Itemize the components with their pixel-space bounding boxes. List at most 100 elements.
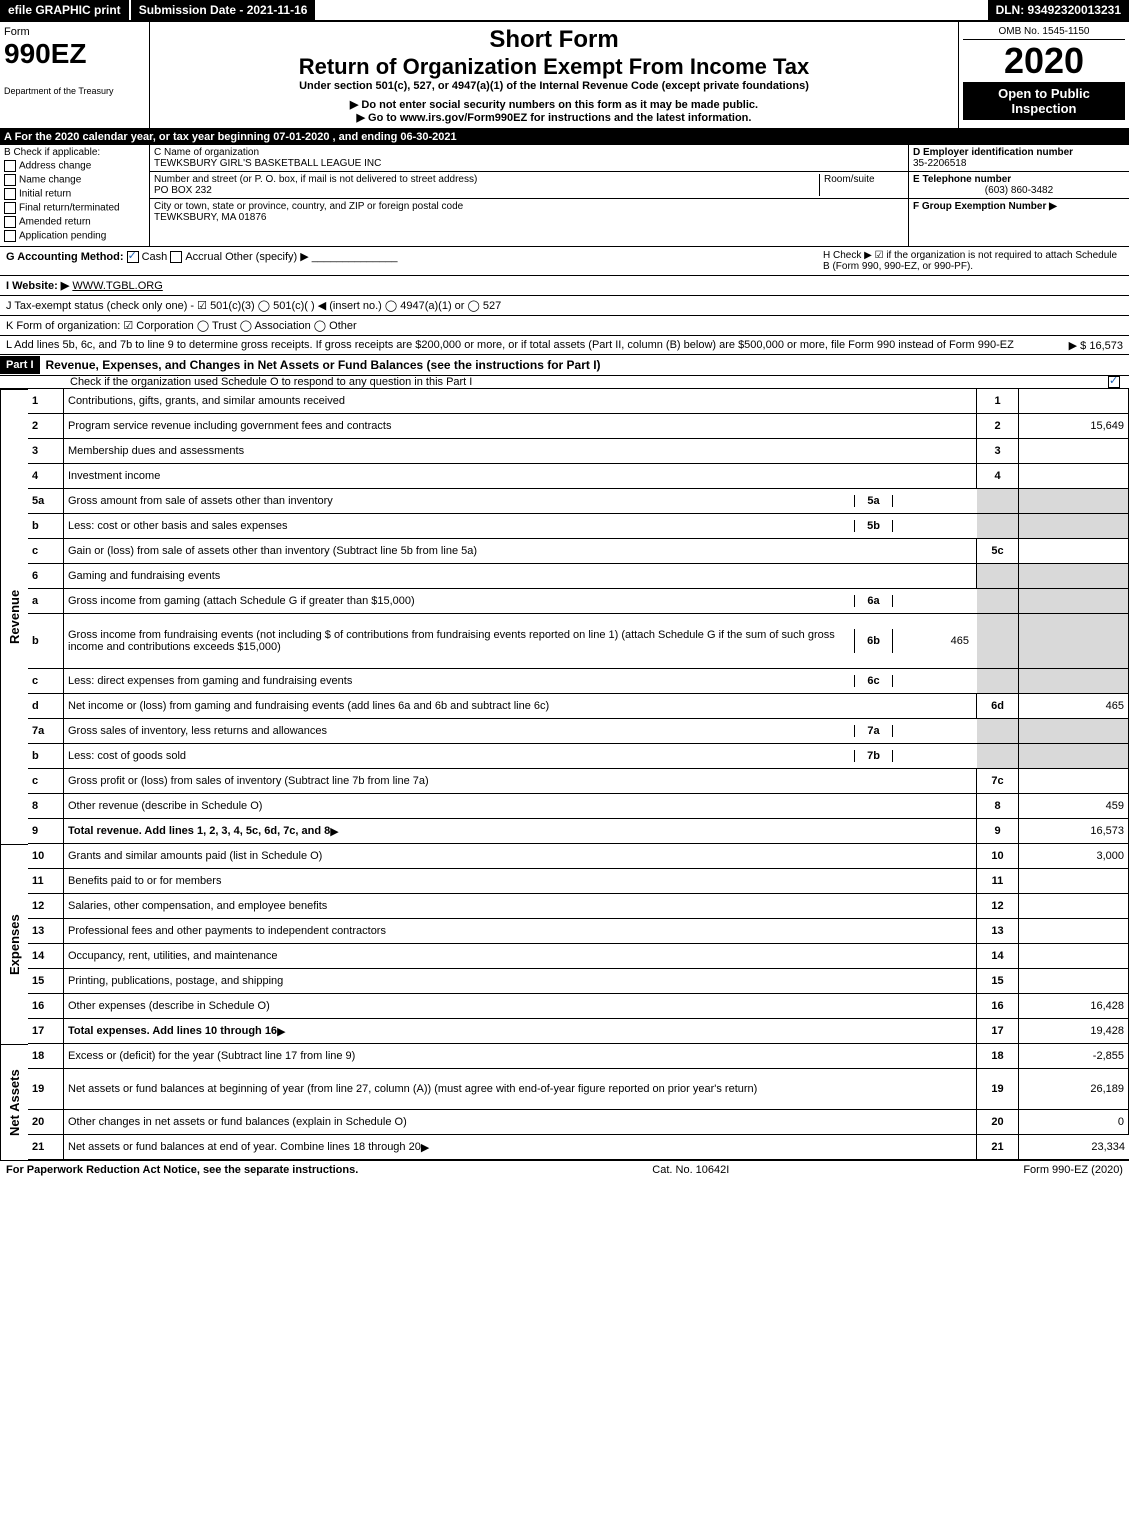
- l5b-desc: Less: cost or other basis and sales expe…: [64, 514, 977, 539]
- l1-val: [1019, 389, 1129, 414]
- footer-center: Cat. No. 10642I: [652, 1164, 729, 1176]
- dept-treasury: Department of the Treasury: [4, 86, 145, 96]
- box-d: D Employer identification number 35-2206…: [909, 145, 1129, 172]
- l13-ref: 13: [977, 919, 1019, 944]
- l7c-num: c: [28, 769, 64, 794]
- form-header: Form 990EZ Department of the Treasury Sh…: [0, 22, 1129, 129]
- l3-val: [1019, 439, 1129, 464]
- gross-receipts: ▶ $ 16,573: [1069, 339, 1123, 352]
- chk-initial-return[interactable]: Initial return: [4, 188, 145, 200]
- header-center: Short Form Return of Organization Exempt…: [150, 22, 959, 128]
- l5a-desc: Gross amount from sale of assets other t…: [64, 489, 977, 514]
- chk-amended-return[interactable]: Amended return: [4, 216, 145, 228]
- period-row: A For the 2020 calendar year, or tax yea…: [0, 129, 1129, 145]
- box-def: D Employer identification number 35-2206…: [909, 145, 1129, 246]
- l10-val: 3,000: [1019, 844, 1129, 869]
- l6b-shade2: [1019, 614, 1129, 669]
- l7a-num: 7a: [28, 719, 64, 744]
- l17-num: 17: [28, 1019, 64, 1044]
- l6c-shade1: [977, 669, 1019, 694]
- l5b-num: b: [28, 514, 64, 539]
- l8-desc: Other revenue (describe in Schedule O): [64, 794, 977, 819]
- submission-date: Submission Date - 2021-11-16: [131, 0, 316, 20]
- l11-ref: 11: [977, 869, 1019, 894]
- l6a-num: a: [28, 589, 64, 614]
- l7c-desc: Gross profit or (loss) from sales of inv…: [64, 769, 977, 794]
- box-b: B Check if applicable: Address change Na…: [0, 145, 150, 246]
- l11-num: 11: [28, 869, 64, 894]
- header-left: Form 990EZ Department of the Treasury: [0, 22, 150, 128]
- l13-val: [1019, 919, 1129, 944]
- l6-desc: Gaming and fundraising events: [64, 564, 977, 589]
- l10-ref: 10: [977, 844, 1019, 869]
- l6a-shade2: [1019, 589, 1129, 614]
- l11-val: [1019, 869, 1129, 894]
- org-city-row: City or town, state or province, country…: [150, 199, 908, 225]
- l12-num: 12: [28, 894, 64, 919]
- city-value: TEWKSBURY, MA 01876: [154, 212, 904, 223]
- l17-val: 19,428: [1019, 1019, 1129, 1044]
- chk-application-pending[interactable]: Application pending: [4, 230, 145, 242]
- website-link[interactable]: WWW.TGBL.ORG: [72, 280, 162, 292]
- ein-label: D Employer identification number: [913, 147, 1125, 158]
- l4-ref: 4: [977, 464, 1019, 489]
- box-f: F Group Exemption Number ▶: [909, 199, 1129, 214]
- part1-check-row: Check if the organization used Schedule …: [0, 376, 1129, 389]
- l7a-shade1: [977, 719, 1019, 744]
- chk-accrual[interactable]: [170, 251, 182, 263]
- efile-print[interactable]: efile GRAPHIC print: [0, 0, 129, 20]
- l7b-desc: Less: cost of goods sold 7b: [64, 744, 977, 769]
- l14-desc: Occupancy, rent, utilities, and maintena…: [64, 944, 977, 969]
- chk-final-return[interactable]: Final return/terminated: [4, 202, 145, 214]
- chk-address-change[interactable]: Address change: [4, 160, 145, 172]
- part1-checkbox[interactable]: [1108, 376, 1129, 388]
- l4-val: [1019, 464, 1129, 489]
- l12-ref: 12: [977, 894, 1019, 919]
- l1-ref: 1: [977, 389, 1019, 414]
- l15-ref: 15: [977, 969, 1019, 994]
- l6d-num: d: [28, 694, 64, 719]
- revenue-label: Revenue: [0, 389, 28, 844]
- l7b-num: b: [28, 744, 64, 769]
- part1-header: Part I Revenue, Expenses, and Changes in…: [0, 355, 1129, 376]
- l6-shade1: [977, 564, 1019, 589]
- l16-ref: 16: [977, 994, 1019, 1019]
- l6a-shade1: [977, 589, 1019, 614]
- l9-desc: Total revenue. Add lines 1, 2, 3, 4, 5c,…: [64, 819, 977, 844]
- row-g-h: G Accounting Method: Cash Accrual Other …: [0, 247, 1129, 276]
- l7b-shade1: [977, 744, 1019, 769]
- l2-ref: 2: [977, 414, 1019, 439]
- l20-desc: Other changes in net assets or fund bala…: [64, 1110, 977, 1135]
- box-j: J Tax-exempt status (check only one) - ☑…: [0, 296, 1129, 316]
- l18-val: -2,855: [1019, 1044, 1129, 1069]
- org-name: TEWKSBURY GIRL'S BASKETBALL LEAGUE INC: [154, 158, 904, 169]
- box-h: H Check ▶ ☑ if the organization is not r…: [823, 250, 1123, 272]
- l6c-num: c: [28, 669, 64, 694]
- group-exemption-label: F Group Exemption Number ▶: [913, 201, 1057, 212]
- l21-ref: 21: [977, 1135, 1019, 1160]
- l6b-num: b: [28, 614, 64, 669]
- l21-desc: Net assets or fund balances at end of ye…: [64, 1135, 977, 1160]
- box-i: I Website: ▶ WWW.TGBL.ORG: [0, 276, 1129, 296]
- l8-ref: 8: [977, 794, 1019, 819]
- box-k: K Form of organization: ☑ Corporation ◯ …: [0, 316, 1129, 336]
- l14-num: 14: [28, 944, 64, 969]
- l6a-desc: Gross income from gaming (attach Schedul…: [64, 589, 977, 614]
- l9-num: 9: [28, 819, 64, 844]
- l7a-shade2: [1019, 719, 1129, 744]
- l5a-shade1: [977, 489, 1019, 514]
- l7c-val: [1019, 769, 1129, 794]
- phone-value: (603) 860-3482: [913, 185, 1125, 196]
- chk-cash[interactable]: [127, 251, 139, 263]
- l21-num: 21: [28, 1135, 64, 1160]
- part1-check-text: Check if the organization used Schedule …: [0, 376, 472, 388]
- org-addr-row: Number and street (or P. O. box, if mail…: [150, 172, 908, 199]
- goto-link[interactable]: ▶ Go to www.irs.gov/Form990EZ for instru…: [154, 111, 954, 124]
- l5a-num: 5a: [28, 489, 64, 514]
- l5c-desc: Gain or (loss) from sale of assets other…: [64, 539, 977, 564]
- chk-name-change[interactable]: Name change: [4, 174, 145, 186]
- l15-val: [1019, 969, 1129, 994]
- l6c-desc: Less: direct expenses from gaming and fu…: [64, 669, 977, 694]
- l9-val: 16,573: [1019, 819, 1129, 844]
- l13-desc: Professional fees and other payments to …: [64, 919, 977, 944]
